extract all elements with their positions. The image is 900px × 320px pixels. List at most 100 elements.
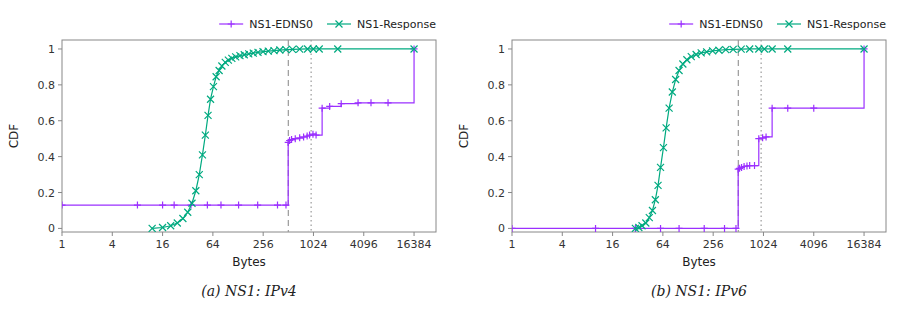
series-line [635,49,864,228]
data-point [769,105,776,112]
data-point [784,45,791,52]
x-tick-label: 256 [253,238,274,251]
y-tick-label: 0.6 [488,115,506,128]
data-point [763,133,770,140]
data-point [769,45,776,52]
y-tick [508,120,512,121]
data-point [722,46,729,53]
y-axis-label: CDF [7,124,21,149]
x-tick-label: 4096 [350,238,378,251]
x-tick [562,232,563,236]
legend-label: NS1-Response [357,18,436,31]
y-tick-label: 0.8 [38,79,56,92]
x-tick-label: 1 [59,238,66,251]
data-point [205,112,212,119]
y-tick-label: 0.2 [38,187,56,200]
plot-frame [512,40,886,232]
x-tick-label: 256 [703,238,724,251]
y-tick [58,84,62,85]
data-point [646,214,653,221]
x-tick [162,232,163,236]
data-point [512,225,516,232]
x-tick [212,232,213,236]
data-point [660,144,667,151]
data-point [666,105,673,112]
legend-marker [678,21,685,28]
x-tick-label: 1024 [299,238,327,251]
data-point [167,222,174,229]
y-tick-label: 0 [48,222,55,235]
data-point [300,133,307,140]
x-tick-label: 1024 [749,238,777,251]
y-tick-label: 0.4 [38,151,56,164]
plot-frame [62,40,436,232]
data-point [730,46,737,53]
data-point [319,105,326,112]
x-tick [813,232,814,236]
x-tick [713,232,714,236]
y-tick [508,48,512,49]
data-point [334,45,341,52]
series-line [152,49,414,228]
x-tick-label: 16384 [397,238,432,251]
y-tick [508,84,512,85]
x-tick [612,232,613,236]
x-tick-label: 16384 [847,238,882,251]
data-point [326,103,333,110]
data-point [207,96,214,103]
y-tick-label: 1 [498,43,505,56]
data-point [715,47,722,54]
data-point [721,225,728,232]
data-point [759,134,766,141]
y-tick [58,192,62,193]
y-tick-label: 0.8 [488,79,506,92]
data-point [672,76,679,83]
x-tick-label: 4 [559,238,566,251]
panel-title: (a) NS1: IPv4 [201,283,296,299]
data-point [184,209,191,216]
data-point [669,89,676,96]
y-tick-label: 0.4 [488,151,506,164]
y-tick-label: 0.6 [38,115,56,128]
plot-data [512,40,868,232]
y-tick [508,192,512,193]
data-point [639,222,646,229]
y-axis-label: CDF [457,124,471,149]
x-axis-label: Bytes [232,255,266,269]
x-axis-label: Bytes [682,255,716,269]
panel-title: (b) NS1: IPv6 [651,283,747,299]
data-point [310,45,317,52]
legend-marker [335,21,342,28]
data-point [289,46,296,53]
data-point [592,225,599,232]
data-point [784,105,791,112]
data-point [732,225,739,232]
y-tick [508,228,512,229]
data-point [304,45,311,52]
data-point [655,182,662,189]
x-tick-label: 64 [656,238,670,251]
x-tick [763,232,764,236]
data-point [217,202,224,209]
data-point [761,45,768,52]
data-point [189,200,196,207]
data-point [355,99,362,106]
x-tick-label: 4096 [800,238,828,251]
x-tick [263,232,264,236]
data-point [235,202,242,209]
data-point [192,187,199,194]
data-point [709,47,716,54]
data-point [274,202,281,209]
data-point [276,47,283,54]
x-tick-label: 16 [606,238,620,251]
x-tick [864,232,865,236]
legend-marker [228,21,235,28]
data-point [683,56,690,63]
y-tick-label: 0 [498,222,505,235]
data-point [196,171,203,178]
data-point [701,225,708,232]
data-point [411,45,418,52]
data-point [282,46,289,53]
x-tick [363,232,364,236]
data-point [282,202,289,209]
